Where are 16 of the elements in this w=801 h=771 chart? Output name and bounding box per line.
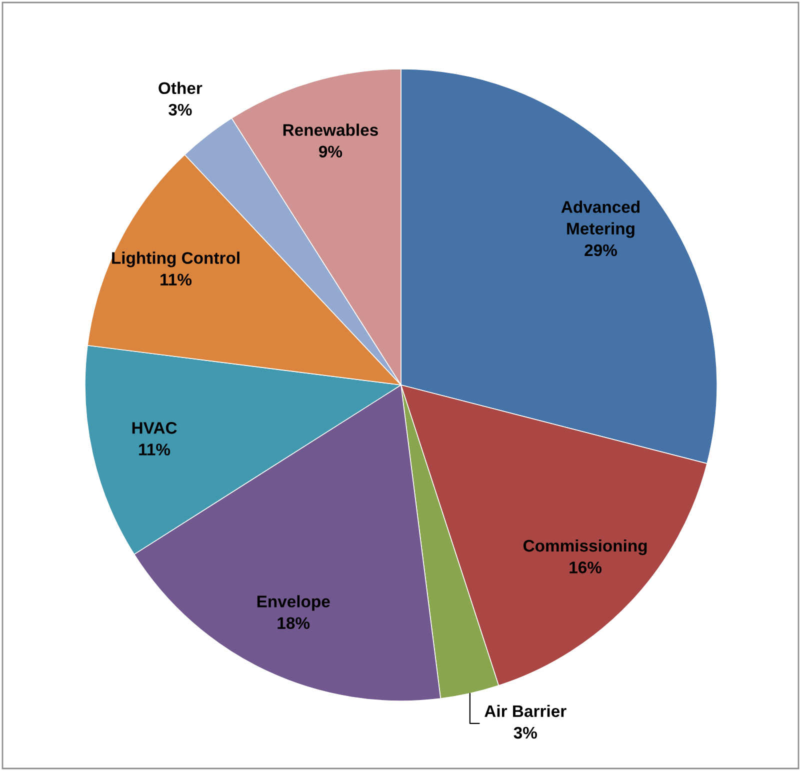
slice-label: HVAC	[132, 422, 177, 434]
data-label: 3%	[168, 104, 192, 116]
slice-label: Lighting Control	[112, 252, 240, 268]
slice-label: Air Barrier	[484, 704, 566, 718]
data-label: 16%	[570, 562, 602, 574]
data-label: 3%	[514, 726, 537, 739]
slice-label: Renewables	[283, 124, 378, 136]
slice-label: Commissioning	[523, 539, 647, 556]
data-label: 11%	[139, 444, 170, 456]
data-label: 9%	[319, 146, 342, 158]
slice-label: Envelope	[257, 595, 330, 611]
slice-label: Other	[158, 82, 202, 94]
slice-label: Advanced Metering	[561, 200, 640, 238]
data-label: 29%	[584, 244, 617, 256]
data-label: 18%	[278, 617, 310, 629]
data-label: 11%	[160, 274, 192, 286]
